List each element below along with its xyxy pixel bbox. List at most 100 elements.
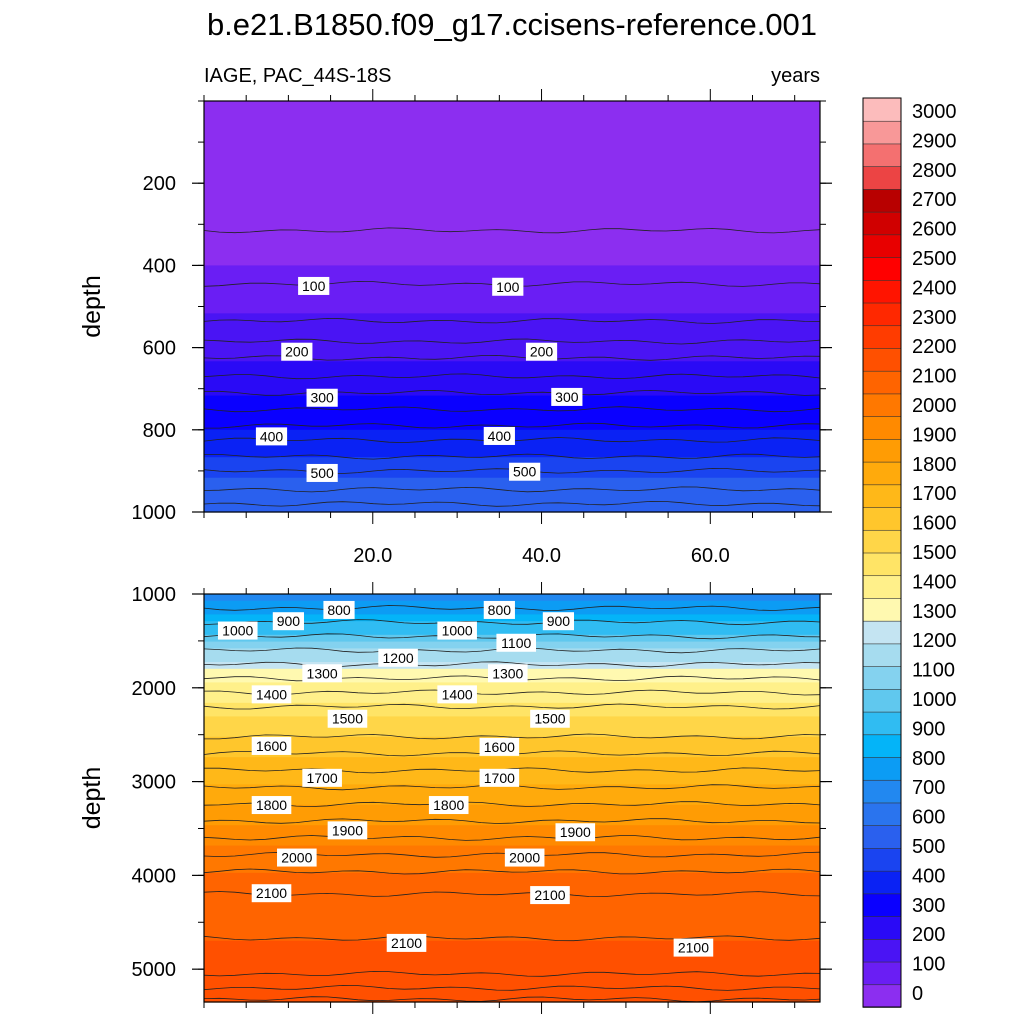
contour-label-bg [277,848,317,867]
contour-label: 2100 [678,940,709,956]
fill-band [204,477,820,486]
fill-band [204,368,820,376]
contour-line [203,689,821,696]
contour-line [203,703,821,710]
contour-label-bg [479,768,520,787]
colorbar-label: 2400 [912,277,957,299]
contour-line [203,317,821,324]
y-tick-label: 600 [143,338,176,360]
fill-band [204,811,820,819]
colorbar-box [862,847,902,872]
contour-label-bg [530,886,570,905]
contour-label: 200 [530,344,554,360]
fill-band [204,381,820,390]
fill-band [204,402,820,410]
colorbar-box [862,188,902,213]
fill-band [204,409,820,417]
chart-title: b.e21.B1850.f09_g17.ccisens-reference.00… [207,7,817,42]
fill-band [204,333,820,342]
fill-band [204,155,820,164]
contour-label-bg [298,276,330,295]
fill-band [204,272,820,280]
contour-label-bg [492,277,524,296]
colorbar-label: 1100 [912,660,955,682]
contour-label: 1900 [332,822,363,838]
fill-band [204,696,820,704]
colorbar-box [862,733,902,758]
colorbar-label: 3000 [912,101,957,123]
contour-label-bg [302,664,342,683]
fill-band [204,974,820,983]
contour-label: 800 [488,602,512,618]
contour-label: 900 [547,613,571,629]
fill-band [204,594,820,602]
colorbar-box [862,120,902,145]
colorbar-box [862,393,902,417]
contour-label: 500 [513,464,537,480]
fill-band [204,716,820,724]
fill-band [204,217,820,225]
fill-band [204,804,820,813]
fill-band [204,927,820,935]
fill-band [204,934,820,942]
colorbar-box [862,756,902,781]
colorbar-box [862,574,902,599]
fill-band [204,244,820,253]
fill-band [204,818,820,826]
contour-line [204,733,821,740]
fill-band [204,258,820,266]
colorbar-label: 2900 [912,130,957,152]
colorbar-label: 2500 [912,248,957,270]
contour-label: 2000 [509,850,540,866]
colorbar-box [862,347,902,372]
contour-label: 500 [310,465,334,481]
contour-label: 200 [285,344,309,360]
colorbar-box [862,779,902,804]
contour-label: 300 [310,390,334,406]
fill-band [204,224,820,232]
fill-band [204,196,820,205]
fill-band [204,893,820,901]
y-tick-label: 400 [143,255,176,277]
fill-band [204,169,820,177]
fill-band [204,251,820,260]
colorbar-box [862,824,902,849]
contour-label-bg [251,884,292,903]
fill-band [204,784,820,792]
fill-band [204,210,820,219]
fill-band [204,443,820,451]
fill-band [204,340,820,349]
contour-label: 2100 [534,887,565,903]
fill-band [204,709,820,717]
colorbar-box [862,802,902,826]
contour-line [204,453,821,460]
x-tick-label: 60.0 [691,545,730,567]
contour-label: 2000 [281,850,312,866]
contour-line [203,970,821,977]
fill-band [204,450,820,458]
contour-label-bg [551,387,583,406]
contour-label-bg [251,736,292,755]
contour-line [203,486,821,493]
colorbar-box [862,938,902,963]
fill-band [204,128,820,136]
contour-label: 1100 [501,635,531,651]
contour-label: 100 [302,278,326,294]
fill-band [204,347,820,356]
contour-label-bg [272,612,304,631]
fill-band [204,900,820,908]
fill-band [204,961,820,969]
fill-band [204,913,820,921]
fill-band [204,791,820,799]
fill-band [204,176,820,184]
colorbar-box [862,97,902,122]
fill-band [204,142,820,150]
colorbar-box [862,711,902,736]
contour-label-bg [555,823,596,842]
contour-label: 1400 [442,686,473,702]
contour-label: 300 [555,389,579,405]
colorbar-box [862,552,902,577]
colorbar-label: 2300 [912,307,957,329]
y-tick-label: 1000 [132,502,177,524]
colorbar-label: 1500 [912,542,957,564]
